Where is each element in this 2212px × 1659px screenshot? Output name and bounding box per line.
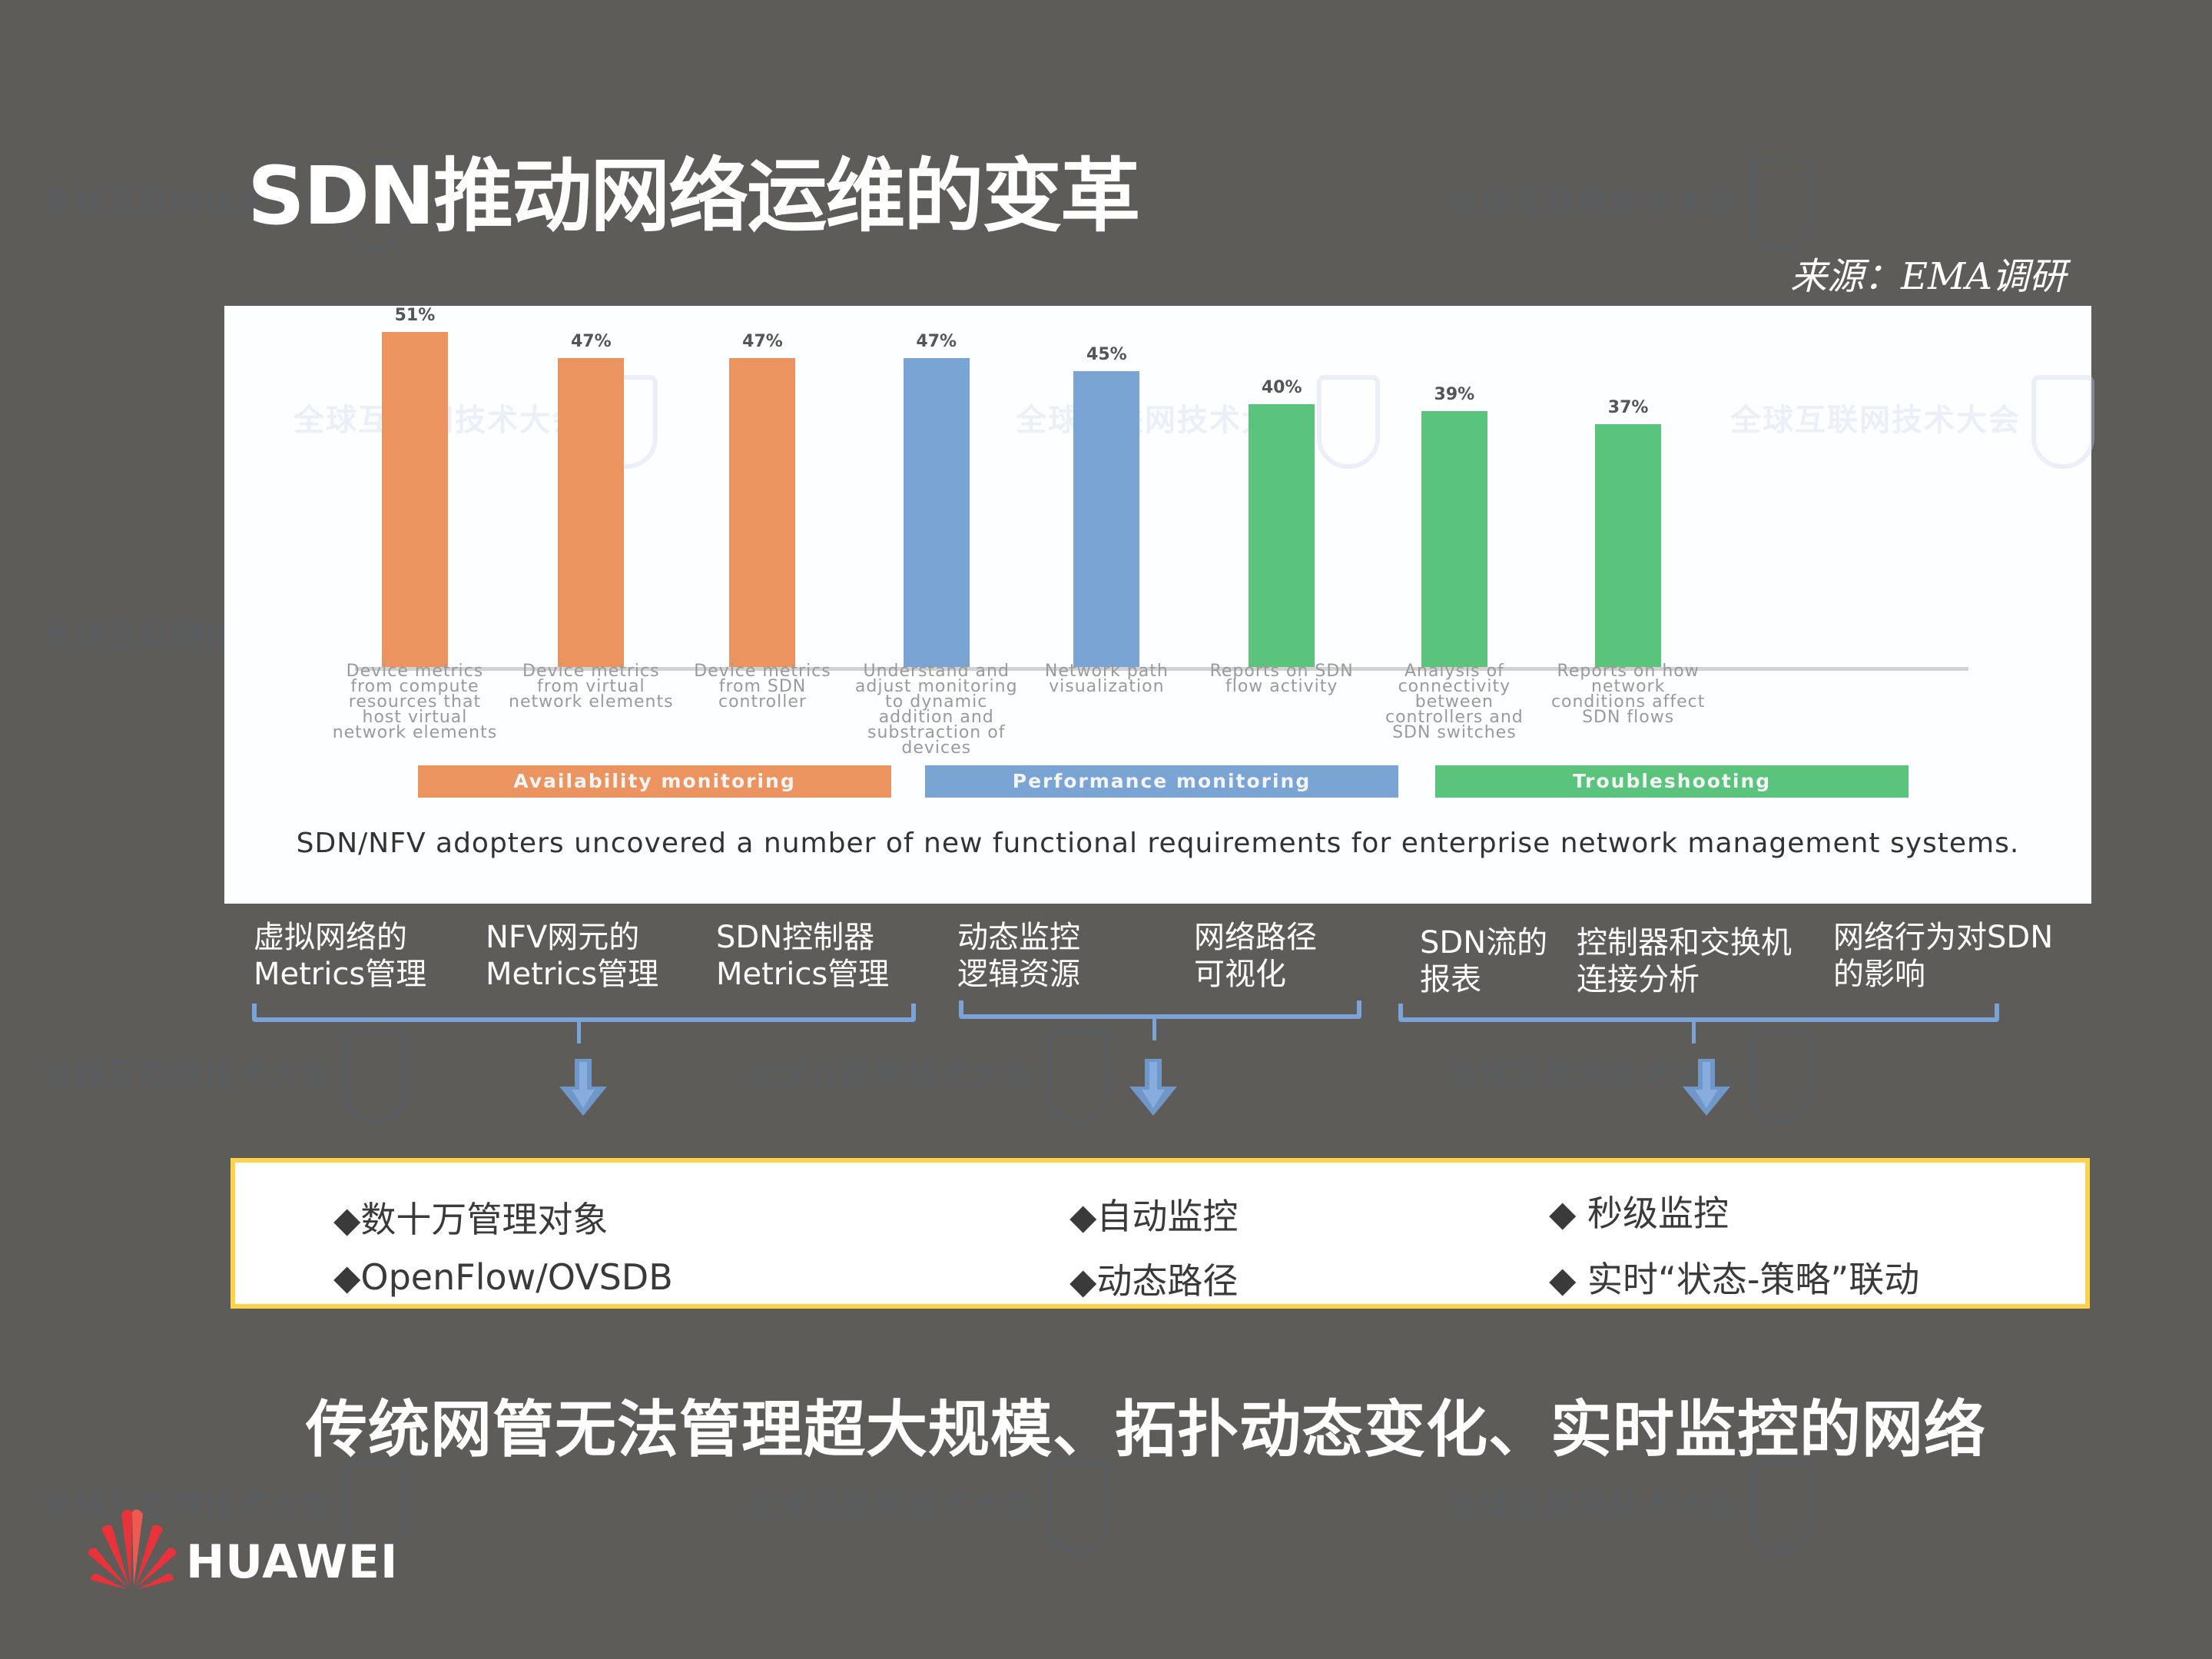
bar [558, 358, 625, 667]
category-label: Understand and adjust monitoring to dynami… [854, 662, 1018, 758]
watermark: 全球互联网技术大会 [42, 158, 406, 251]
group-troubleshooting: Troubleshooting [1435, 765, 1909, 798]
bracket-performance [959, 1000, 1361, 1019]
watermark: 全球互联网技术大会 [42, 1030, 406, 1123]
category-label: Reports on SDN flow activity [1209, 662, 1354, 696]
bar [1421, 410, 1487, 667]
req-auto-monitoring: ◆自动监控 [1070, 1196, 1239, 1237]
group-performance-monitoring: Performance monitoring [925, 765, 1398, 798]
bracket-stem [1152, 1019, 1156, 1040]
bar [729, 358, 796, 667]
category-label: Device metrics from virtual network elemen… [509, 662, 674, 712]
watermark: 全球互联网技术大会 [1730, 375, 2094, 469]
conclusion-text: 传统网管无法管理超大规模、拓扑动态变化、实时监控的网络 [306, 1394, 1986, 1465]
req-second-level-monitoring: ◆ 秒级监控 [1549, 1193, 1729, 1234]
cn-label-virtual-network-metrics: 虚拟网络的 Metrics管理 [254, 920, 427, 992]
watermark: 全球互联网技术大会 [1448, 158, 1812, 251]
req-dynamic-path: ◆动态路径 [1070, 1260, 1239, 1302]
bar-value-label: 47% [570, 332, 612, 352]
watermark: 全球互联网技术大会 [745, 1030, 1109, 1123]
bracket-stem [1692, 1022, 1696, 1044]
watermark: 全球互联网技术大会 [1448, 1030, 1812, 1123]
bracket-stem [577, 1022, 581, 1044]
cn-label-network-behavior-impact: 网络行为对SDN 的影响 [1833, 920, 2054, 992]
arrow-down-icon [1683, 1059, 1730, 1116]
bar-value-label: 51% [394, 306, 436, 325]
category-label: Device metrics from SDN controller [694, 662, 831, 712]
category-label: Device metrics from compute resources that… [332, 662, 498, 742]
bar-value-label: 39% [1434, 384, 1475, 404]
bar [381, 332, 448, 667]
bar [1073, 371, 1140, 667]
bar-value-label: 47% [742, 332, 783, 352]
huawei-logo: HUAWEI [88, 1506, 397, 1594]
bracket-availability [252, 1004, 916, 1022]
bracket-troubleshooting [1398, 1004, 1999, 1022]
category-label: Analysis of connectivity between controller… [1385, 662, 1524, 742]
cn-label-path-visualization: 网络路径 可视化 [1194, 920, 1317, 992]
category-label: Reports on how network conditions affect SD… [1550, 662, 1706, 727]
bar-area: 51% 47% 47% 47% 45% 40% 39% 37% [224, 306, 2091, 667]
category-label: Network path visualization [1044, 662, 1169, 696]
cn-label-controller-switch-analysis: 控制器和交换机 连接分析 [1577, 925, 1792, 997]
bar [1249, 404, 1315, 667]
req-state-policy-linkage: ◆ 实时“状态-策略”联动 [1549, 1259, 1920, 1300]
page-title: SDN推动网络运维的变革 [247, 149, 1140, 243]
brand-name: HUAWEI [186, 1535, 399, 1589]
x-axis-baseline [355, 667, 1968, 671]
cn-label-nfv-metrics: NFV网元的 Metrics管理 [486, 920, 659, 992]
bar [903, 358, 970, 667]
req-scale: ◆数十万管理对象 [333, 1199, 609, 1240]
huawei-petal-icon [88, 1509, 177, 1589]
bar-value-label: 37% [1607, 397, 1649, 417]
watermark: 全球互联网技术大会 [42, 1460, 406, 1554]
watermark: 全球互联网技术大会 [1448, 1460, 1812, 1554]
arrow-down-icon [1129, 1059, 1177, 1116]
req-protocol: ◆OpenFlow/OVSDB [333, 1256, 673, 1298]
bar-value-label: 47% [916, 332, 957, 352]
bar-value-label: 40% [1261, 378, 1302, 398]
bar-value-label: 45% [1086, 345, 1127, 365]
bar [1595, 423, 1662, 667]
cn-label-dynamic-monitoring: 动态监控 逻辑资源 [957, 920, 1080, 992]
chart-panel: 全球互联网技术大会 全球互联网技术大会 全球互联网技术大会 51%47%47%4… [224, 306, 2094, 904]
arrow-down-icon [559, 1059, 607, 1116]
cn-label-sdn-controller-metrics: SDN控制器 Metrics管理 [716, 920, 890, 992]
source-note: 来源：EMA调研 [1790, 255, 2066, 298]
group-availability-monitoring: Availability monitoring [418, 765, 891, 798]
cn-label-sdn-flow-report: SDN流的 报表 [1420, 925, 1548, 997]
requirements-box: ◆数十万管理对象 ◆OpenFlow/OVSDB ◆自动监控 ◆动态路径 ◆ 秒… [230, 1158, 2090, 1309]
watermark: 全球互联网技术大会 [745, 1460, 1109, 1554]
chart-caption: SDN/NFV adopters uncovered a number of n… [296, 828, 2020, 859]
